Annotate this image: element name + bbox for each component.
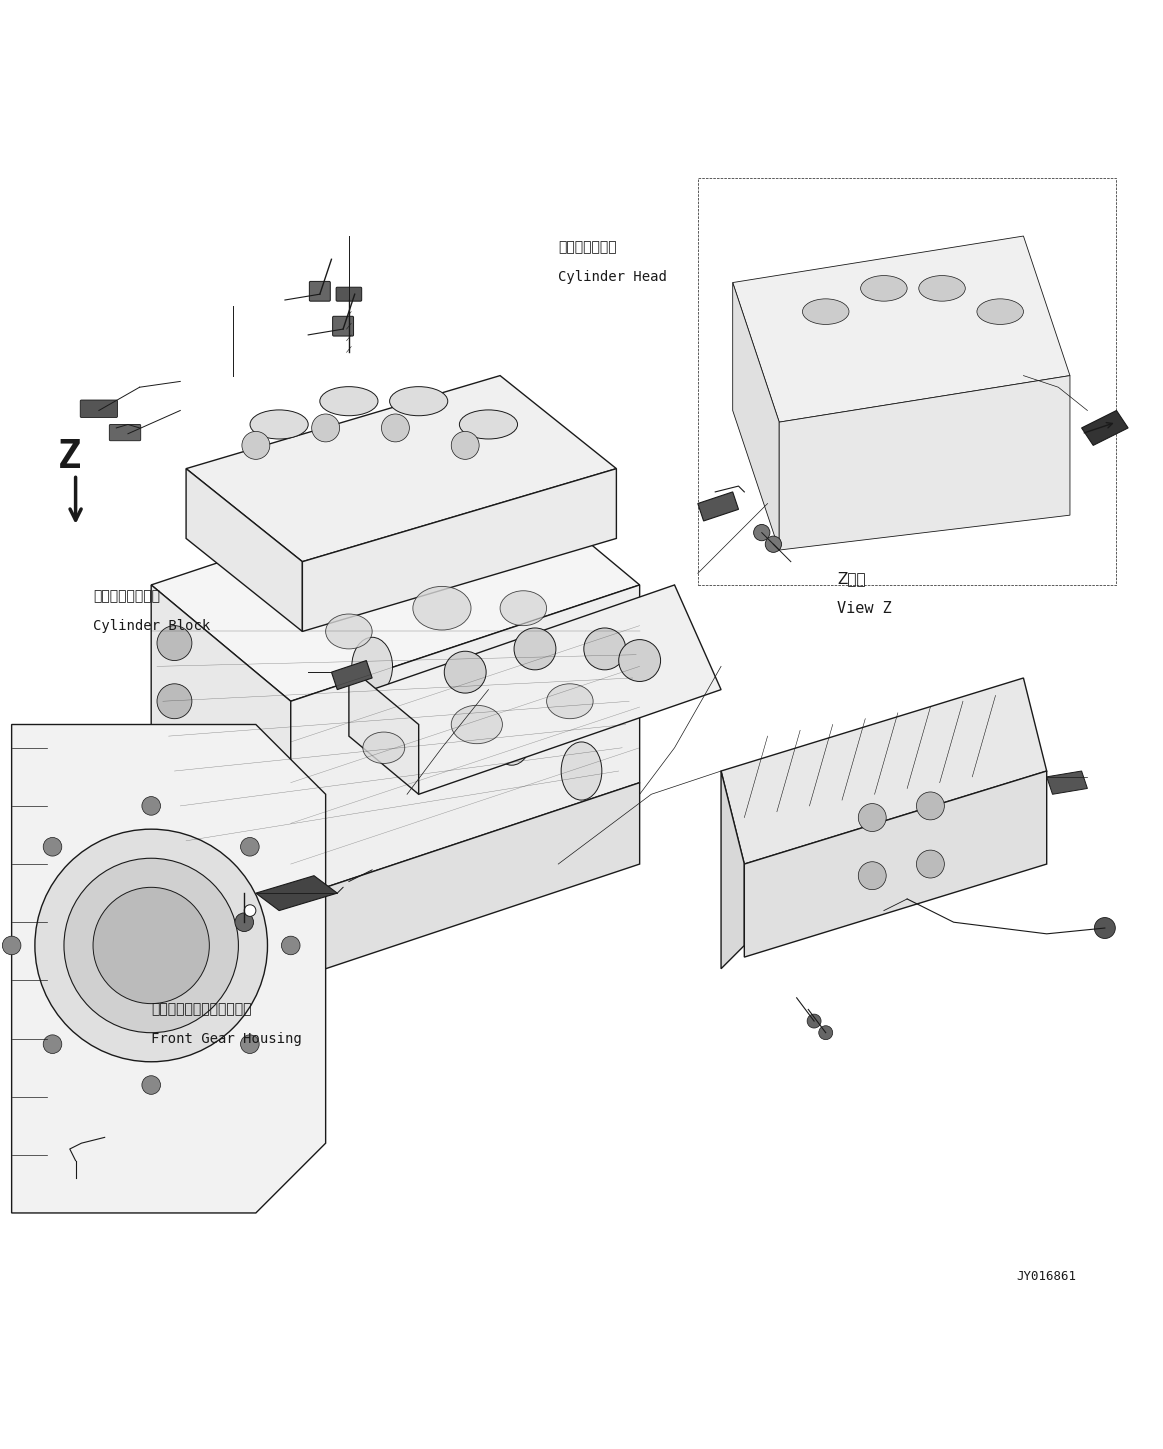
Circle shape [64,858,238,1033]
Circle shape [916,851,944,878]
Text: Z　視: Z 視 [837,571,866,587]
Polygon shape [733,236,1070,422]
Polygon shape [721,678,1047,864]
Text: フロントギヤーハウジング: フロントギヤーハウジング [151,1003,251,1016]
Text: Cylinder Block: Cylinder Block [93,619,211,633]
Polygon shape [721,771,744,969]
Ellipse shape [421,672,463,730]
Ellipse shape [802,298,849,325]
FancyBboxPatch shape [80,400,117,417]
Circle shape [241,1035,259,1053]
Circle shape [754,525,770,540]
Polygon shape [331,661,372,690]
Ellipse shape [492,707,533,765]
Polygon shape [302,468,616,632]
Polygon shape [372,585,721,794]
FancyBboxPatch shape [698,178,1116,585]
Circle shape [819,1026,833,1040]
Circle shape [312,414,340,442]
Circle shape [142,797,160,816]
Polygon shape [291,782,640,981]
Ellipse shape [547,684,593,719]
Polygon shape [186,375,616,562]
Ellipse shape [413,587,471,630]
Circle shape [235,913,254,932]
FancyBboxPatch shape [336,287,362,301]
Ellipse shape [326,614,372,649]
Circle shape [241,838,259,856]
Circle shape [43,838,62,856]
Polygon shape [744,771,1047,958]
Ellipse shape [861,275,907,301]
Polygon shape [779,375,1070,551]
Polygon shape [291,585,640,898]
Ellipse shape [390,387,448,416]
Text: JY016861: JY016861 [1016,1271,1077,1284]
Ellipse shape [459,410,518,439]
Circle shape [281,936,300,955]
Circle shape [35,829,267,1062]
FancyBboxPatch shape [309,281,330,301]
FancyBboxPatch shape [333,316,354,336]
Text: Front Gear Housing: Front Gear Housing [151,1032,302,1046]
Circle shape [244,904,256,916]
Circle shape [381,414,409,442]
Circle shape [2,936,21,955]
Circle shape [157,626,192,661]
Circle shape [514,627,556,669]
Polygon shape [1047,771,1087,794]
Circle shape [157,742,192,777]
Circle shape [858,862,886,890]
Polygon shape [151,585,291,898]
Circle shape [619,639,661,681]
Circle shape [916,793,944,820]
Circle shape [142,1075,160,1094]
Ellipse shape [363,732,405,764]
Ellipse shape [451,706,502,743]
Circle shape [93,887,209,1004]
Ellipse shape [320,387,378,416]
Circle shape [584,627,626,669]
Circle shape [444,651,486,693]
Text: シリンダヘッド: シリンダヘッド [558,241,616,255]
Circle shape [1094,917,1115,939]
Polygon shape [349,667,419,794]
Polygon shape [1082,410,1128,445]
Text: View Z: View Z [837,601,892,616]
Circle shape [157,684,192,719]
Text: Z: Z [58,438,81,477]
Circle shape [451,432,479,459]
Polygon shape [186,468,302,632]
Polygon shape [698,491,739,522]
Circle shape [807,1014,821,1027]
Circle shape [43,1035,62,1053]
FancyBboxPatch shape [109,425,141,440]
Ellipse shape [351,638,393,696]
Polygon shape [256,875,337,910]
Ellipse shape [250,410,308,439]
Ellipse shape [977,298,1023,325]
Text: シリンダブロック: シリンダブロック [93,590,160,604]
Circle shape [858,804,886,832]
Polygon shape [151,782,291,981]
Ellipse shape [500,591,547,626]
Polygon shape [733,283,779,551]
Polygon shape [151,468,640,701]
Text: Cylinder Head: Cylinder Head [558,270,668,284]
Circle shape [242,432,270,459]
Ellipse shape [562,742,602,800]
Circle shape [765,536,782,552]
Polygon shape [12,724,326,1213]
Ellipse shape [919,275,965,301]
